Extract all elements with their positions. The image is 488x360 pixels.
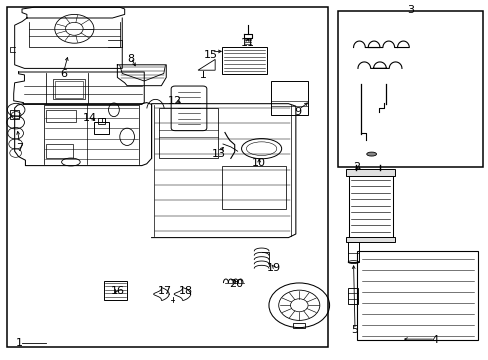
Bar (7, 7, 327, 347)
Bar (98, 118, 105, 124)
Text: 9: 9 (294, 107, 301, 117)
Text: 13: 13 (212, 149, 225, 159)
Bar (346, 169, 394, 176)
Bar (271, 81, 307, 115)
Text: 14: 14 (82, 113, 96, 123)
Text: 11: 11 (240, 38, 254, 48)
Bar (222, 47, 266, 74)
Bar (159, 108, 217, 158)
Text: 19: 19 (266, 263, 280, 273)
Bar (53, 79, 84, 99)
Text: 1: 1 (16, 338, 23, 348)
Bar (94, 122, 109, 134)
Bar (347, 288, 357, 304)
Bar (46, 110, 76, 122)
Bar (338, 11, 482, 167)
Bar (46, 144, 73, 158)
Text: 7: 7 (16, 143, 23, 153)
Text: 10: 10 (252, 158, 265, 168)
Text: 17: 17 (158, 285, 171, 296)
Text: 12: 12 (168, 96, 182, 106)
Bar (10, 110, 19, 119)
Bar (347, 242, 358, 262)
Bar (222, 166, 285, 209)
Bar (356, 251, 477, 340)
Text: 20: 20 (229, 279, 243, 289)
Bar (348, 174, 392, 241)
Bar (103, 281, 127, 300)
Text: 3: 3 (407, 5, 413, 15)
Bar (55, 81, 82, 98)
Text: 15: 15 (204, 50, 218, 60)
Text: 16: 16 (110, 286, 124, 296)
Text: 18: 18 (179, 285, 192, 296)
Text: 6: 6 (60, 69, 67, 79)
Ellipse shape (366, 152, 376, 156)
Bar (346, 237, 394, 242)
Text: 5: 5 (351, 325, 358, 336)
Bar (293, 323, 305, 328)
Text: 4: 4 (431, 335, 438, 345)
Text: 2: 2 (353, 162, 360, 172)
Text: 8: 8 (127, 54, 134, 64)
